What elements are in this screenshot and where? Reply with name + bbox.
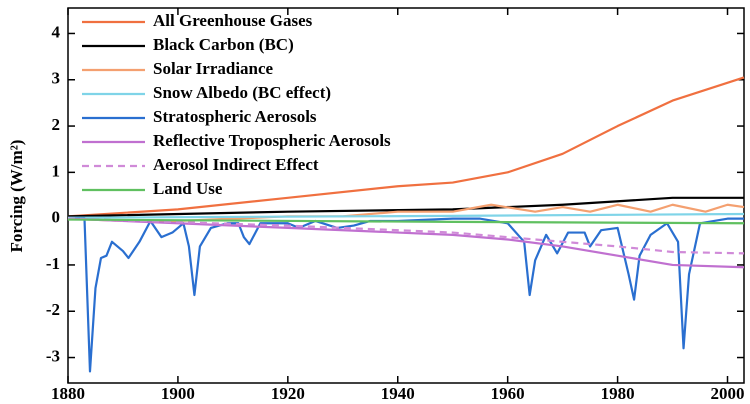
legend-label: Land Use [153,179,223,198]
x-tick-label: 1940 [381,384,415,403]
plot-frame [67,7,745,384]
legend-label: Solar Irradiance [153,59,274,78]
series-line [67,218,745,225]
legend-label: All Greenhouse Gases [153,11,313,30]
y-tick-label: 3 [52,69,61,88]
y-tick-label: -3 [46,346,60,365]
x-tick-label: 1960 [491,384,525,403]
y-tick-label: 4 [52,22,61,41]
legend-label: Black Carbon (BC) [153,35,294,54]
x-tick-label: 1880 [51,384,85,403]
y-tick-label: -1 [46,254,60,273]
y-tick-label: 0 [52,208,61,227]
y-axis-label: Forcing (W/m²) [7,140,26,253]
y-tick-label: 1 [52,161,61,180]
legend-label: Snow Albedo (BC effect) [153,83,331,102]
legend-label: Reflective Tropospheric Aerosols [153,131,391,150]
series-line [67,203,745,223]
y-tick-label: -2 [46,300,60,319]
x-tick-label: 1920 [271,384,305,403]
legend-label: Stratospheric Aerosols [153,107,317,126]
series-line [67,212,745,219]
x-tick-label: 1900 [161,384,195,403]
series-line [67,217,745,269]
series-line [67,76,745,218]
x-tick-label: 1980 [601,384,635,403]
x-tick-label: 2000 [711,384,745,403]
series-line [68,217,744,373]
y-tick-label: 2 [52,115,61,134]
legend-label: Aerosol Indirect Effect [153,155,319,174]
series-line [67,196,744,218]
